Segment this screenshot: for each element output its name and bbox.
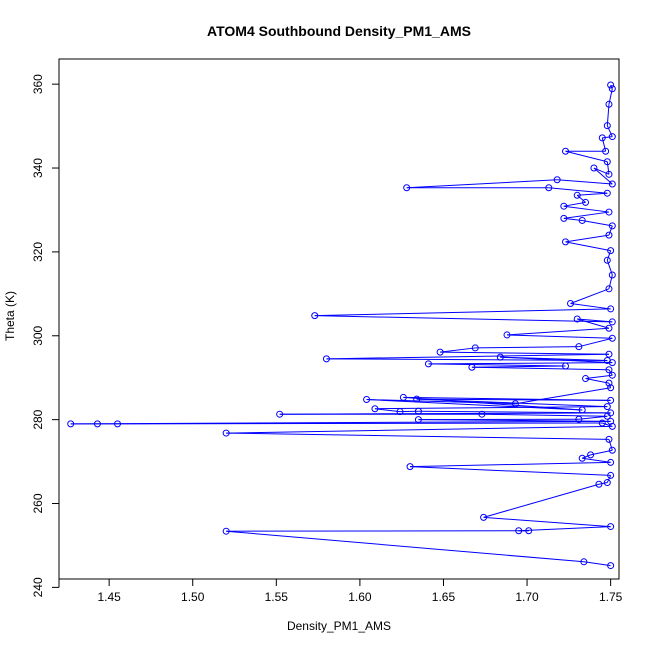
x-tick-label: 1.75	[599, 590, 623, 604]
y-tick-label: 240	[31, 577, 45, 597]
x-tick-label: 1.50	[181, 590, 205, 604]
chart-title: ATOM4 Southbound Density_PM1_AMS	[207, 23, 471, 39]
y-tick-label: 260	[31, 493, 45, 513]
x-tick-label: 1.65	[432, 590, 456, 604]
y-tick-label: 280	[31, 409, 45, 429]
x-axis-label: Density_PM1_AMS	[287, 619, 391, 633]
y-tick-label: 320	[31, 242, 45, 262]
x-tick-label: 1.60	[348, 590, 372, 604]
x-tick-label: 1.45	[97, 590, 121, 604]
y-tick-label: 340	[31, 158, 45, 178]
y-axis-label: Theta (K)	[3, 291, 17, 341]
x-tick-label: 1.55	[265, 590, 289, 604]
x-tick-label: 1.70	[515, 590, 539, 604]
y-tick-label: 360	[31, 74, 45, 94]
y-tick-label: 300	[31, 325, 45, 345]
